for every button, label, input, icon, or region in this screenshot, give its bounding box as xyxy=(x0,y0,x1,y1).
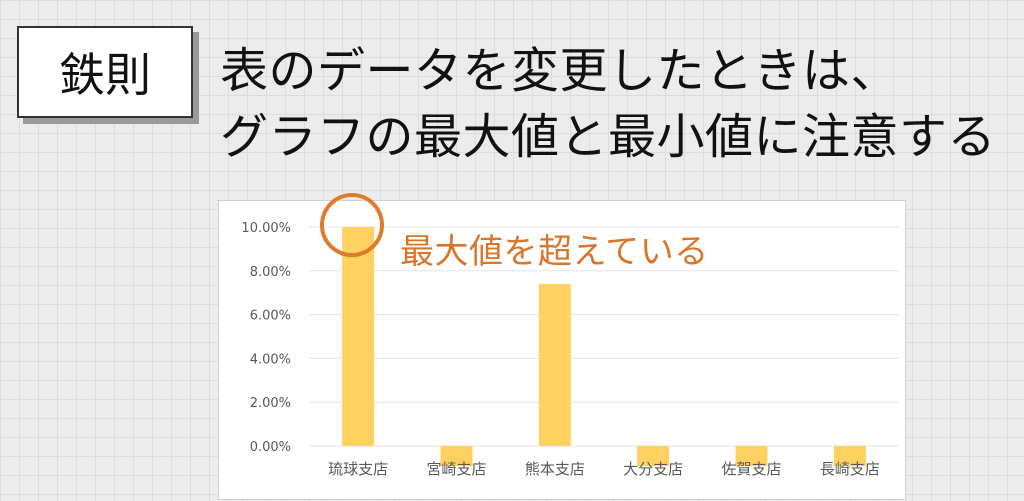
y-tick-label: 6.00% xyxy=(250,309,291,324)
heading-line-1: 表のデータを変更したときは、 xyxy=(220,43,900,99)
bar xyxy=(342,227,375,446)
chart-panel: 10.00% 8.00% 6.00% 4.00% 2.00% 0.00% 琉球支店 宮崎支店 熊… xyxy=(218,200,906,500)
bar xyxy=(833,446,866,466)
heading-line-2: グラフの最大値と最小値に注意する xyxy=(220,109,997,165)
rule-badge: 鉄則 xyxy=(17,26,193,118)
x-category-label: 琉球支店 xyxy=(328,460,388,478)
y-tick-label: 10.00% xyxy=(241,221,291,236)
x-category-label: 佐賀支店 xyxy=(721,460,781,478)
bar xyxy=(440,446,473,466)
y-tick-label: 8.00% xyxy=(250,265,291,280)
rule-badge-label: 鉄則 xyxy=(59,48,151,102)
x-category-label: 宮崎支店 xyxy=(426,460,486,478)
y-tick-label: 0.00% xyxy=(250,440,291,455)
bar xyxy=(538,283,571,446)
x-category-label: 大分支店 xyxy=(623,460,683,478)
y-tick-label: 2.00% xyxy=(250,396,291,411)
max-callout-circle xyxy=(320,193,384,257)
x-category-label: 長崎支店 xyxy=(820,460,880,478)
bar-chart: 10.00% 8.00% 6.00% 4.00% 2.00% 0.00% 琉球支店 宮崎支店 熊… xyxy=(241,221,899,478)
x-category-label: 熊本支店 xyxy=(525,460,585,478)
bar xyxy=(637,446,670,466)
max-callout-text: 最大値を超えている xyxy=(400,232,709,272)
slide-heading: 表のデータを変更したときは、 グラフの最大値と最小値に注意する xyxy=(220,38,1020,170)
y-tick-label: 4.00% xyxy=(250,352,291,367)
bar xyxy=(735,446,768,466)
